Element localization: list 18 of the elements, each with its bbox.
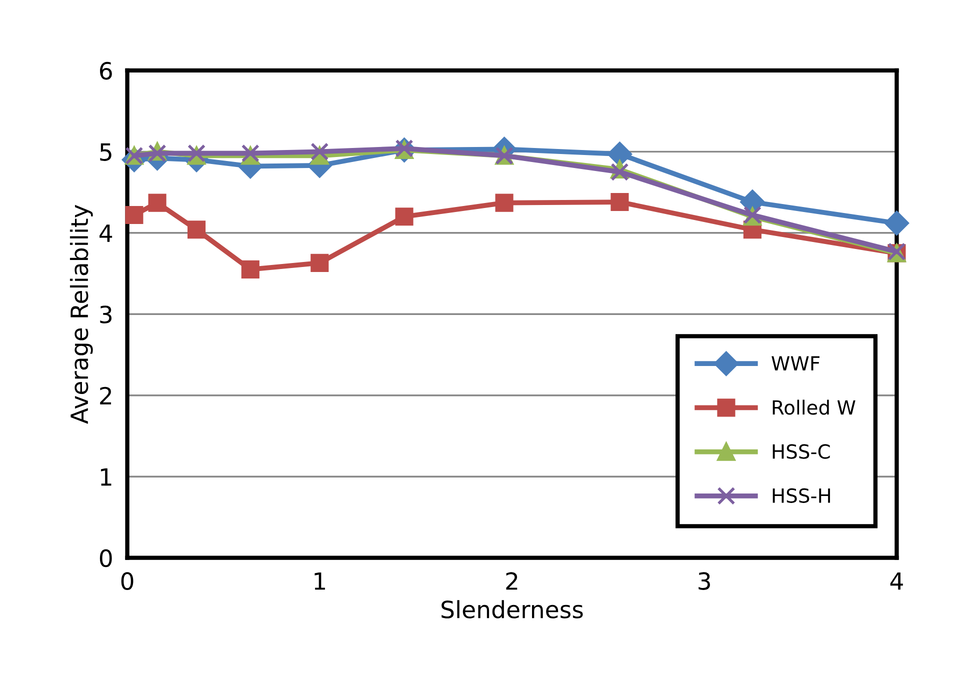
legend-label: Rolled W [772,400,856,415]
legend-label: HSS-C [772,444,830,459]
y-tick-label: 1 [100,468,112,486]
legend-label: HSS-H [772,488,830,503]
legend-label: WWF [772,356,820,370]
x-tick-label: 1 [314,572,325,590]
y-tick-label: 2 [100,386,112,404]
y-tick-label: 5 [100,143,112,161]
y-tick-label: 4 [100,224,112,242]
x-tick-label: 2 [506,572,518,590]
x-tick-label: 3 [698,572,710,590]
y-tick-label: 0 [100,549,112,568]
x-tick-label: 0 [121,572,134,590]
y-axis-title: Average Reliability [70,204,93,424]
x-axis-title: Slenderness [442,600,583,618]
x-tick-label: 4 [890,572,903,590]
y-tick-label: 6 [100,62,112,80]
y-tick-label: 3 [100,306,112,324]
